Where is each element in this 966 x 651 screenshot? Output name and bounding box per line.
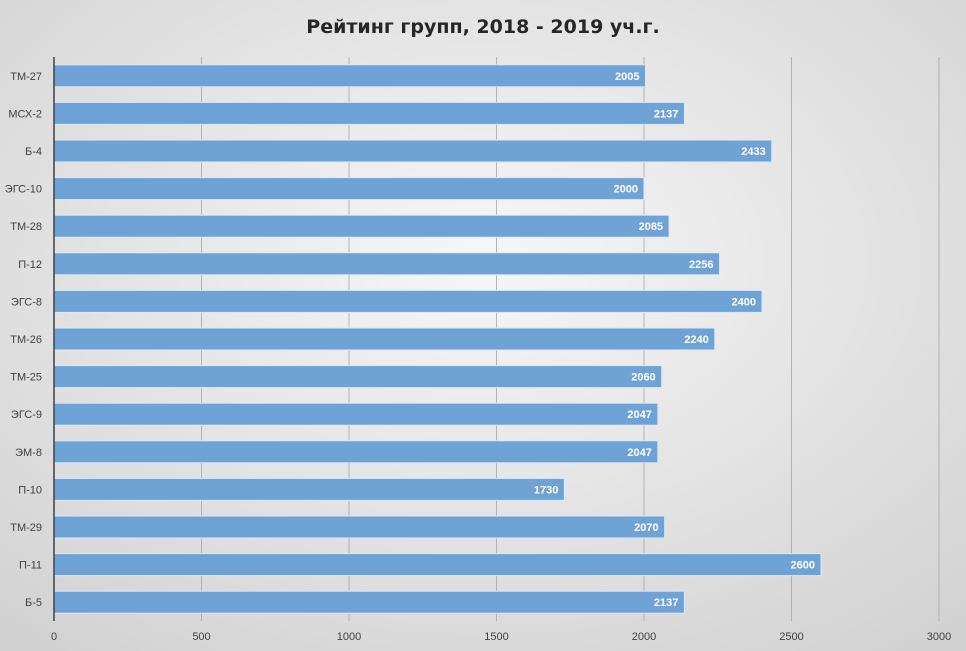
data-label: 2005 [615, 71, 639, 83]
chart-title: Рейтинг групп, 2018 - 2019 уч.г. [306, 16, 659, 38]
data-label: 1730 [534, 484, 558, 496]
x-tick-label: 500 [192, 631, 210, 643]
category-label: ТМ-28 [10, 221, 42, 233]
x-tick-label: 2500 [779, 631, 803, 643]
category-label: ЭМ-8 [15, 447, 42, 459]
x-tick-label: 1000 [337, 631, 361, 643]
bar [53, 440, 659, 464]
bar [53, 289, 763, 313]
bar [53, 553, 822, 577]
data-label: 2137 [654, 108, 678, 120]
bar [53, 327, 716, 351]
bars: 2005 2137 2433 2000 2085 2256 2400 2240 2060 2047… [53, 64, 822, 614]
bar [53, 64, 646, 88]
data-label: 2047 [627, 409, 651, 421]
data-label: 2060 [631, 372, 655, 384]
bar [53, 477, 565, 501]
category-label: Б-4 [25, 146, 42, 158]
category-label: П-12 [18, 259, 42, 271]
bar [53, 402, 659, 426]
x-tick-label: 1500 [484, 631, 508, 643]
category-label: П-10 [18, 484, 42, 496]
x-tick-label: 0 [51, 631, 57, 643]
data-label: 2047 [627, 447, 651, 459]
data-label: 2085 [639, 221, 663, 233]
data-label: 2000 [614, 184, 638, 196]
data-label: 2137 [654, 597, 678, 609]
category-label: МСХ-2 [8, 108, 42, 120]
category-label: ЭГС-10 [5, 184, 42, 196]
x-tick-label: 3000 [927, 631, 951, 643]
bar [53, 515, 666, 539]
category-label: ТМ-25 [10, 372, 42, 384]
category-label: ЭГС-9 [11, 409, 42, 421]
category-label: ТМ-29 [10, 522, 42, 534]
category-label: Б-5 [25, 597, 42, 609]
x-tick-labels: 0 500 1000 1500 2000 2500 3000 [51, 631, 951, 643]
bar [53, 365, 663, 389]
bar [53, 177, 645, 201]
category-label: ТМ-26 [10, 334, 42, 346]
data-label: 2070 [634, 522, 658, 534]
category-label: ЭГС-8 [11, 296, 42, 308]
bar [53, 214, 670, 238]
bar [53, 139, 773, 163]
data-label: 2433 [741, 146, 765, 158]
category-label: ТМ-27 [10, 71, 42, 83]
bar [53, 590, 685, 614]
x-tick-label: 2000 [632, 631, 656, 643]
data-label: 2400 [732, 296, 756, 308]
data-label: 2240 [684, 334, 708, 346]
data-label: 2600 [791, 560, 815, 572]
data-label: 2256 [689, 259, 713, 271]
bar [53, 252, 721, 276]
category-labels: ТМ-27 МСХ-2 Б-4 ЭГС-10 ТМ-28 П-12 ЭГС-8 ТМ-26 ТМ… [5, 71, 42, 609]
bar [53, 101, 685, 125]
category-label: П-11 [19, 560, 42, 572]
